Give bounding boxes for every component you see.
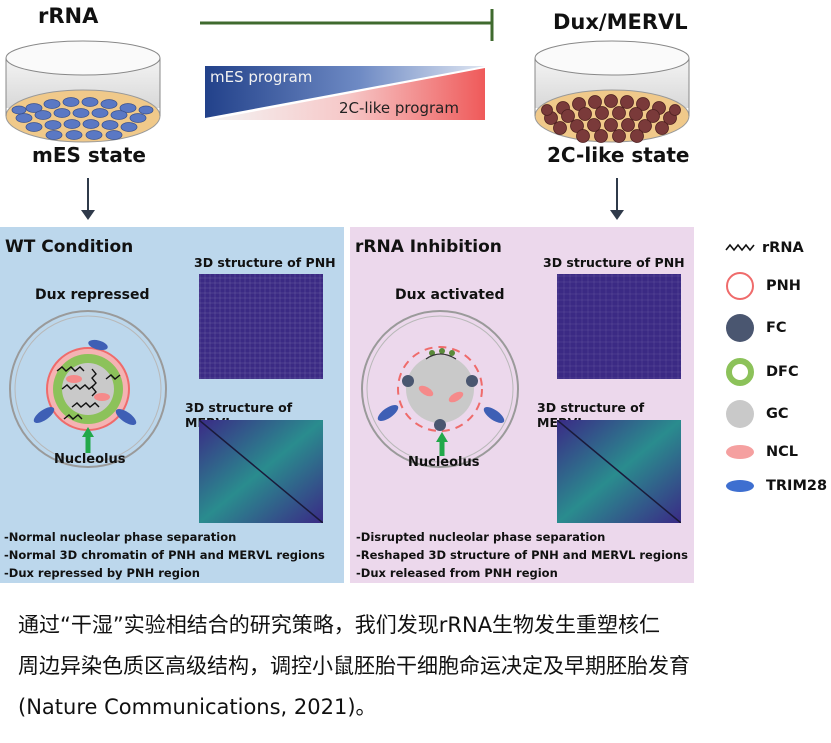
inh-nucleus-diagram (361, 310, 519, 468)
legend-rrna-label: rRNA (762, 240, 804, 256)
wt-panel-title: WT Condition (5, 237, 134, 257)
inh-note-1: -Disrupted nucleolar phase separation (356, 530, 606, 544)
legend-trim28: TRIM28 (724, 471, 827, 501)
wavy-line-icon (725, 243, 755, 252)
green-ring-icon (726, 358, 754, 386)
wt-nucleolus-arrow-icon (82, 427, 94, 453)
dark-circle-icon (726, 314, 754, 342)
caption-line-2: 周边异染色质区高级结构，调控小鼠胚胎干细胞命运决定及早期胚胎发育 (18, 654, 690, 678)
red-ring-icon (726, 272, 754, 300)
program-gradient-wedge (205, 66, 485, 120)
inh-note-2: -Reshaped 3D structure of PNH and MERVL … (356, 548, 688, 562)
wt-dux-label: Dux repressed (35, 287, 150, 303)
legend-fc: FC (724, 313, 787, 343)
wt-note-1: -Normal nucleolar phase separation (4, 530, 237, 544)
wt-mervl-heatmap (199, 420, 323, 523)
inh-pnh-heatmap (557, 274, 681, 379)
legend-pnh-label: PNH (766, 278, 801, 294)
inh-note-3: -Dux released from PNH region (356, 566, 558, 580)
legend-ncl: NCL (724, 437, 798, 467)
rrna-top-label: rRNA (38, 4, 99, 28)
legend-dfc-label: DFC (766, 364, 799, 380)
legend-gc-label: GC (766, 406, 789, 422)
legend-gc: GC (724, 399, 789, 429)
legend-pnh: PNH (724, 271, 801, 301)
inh-dux-label: Dux activated (395, 287, 505, 303)
legend-ncl-label: NCL (766, 444, 799, 460)
wt-pnh-heatmap (199, 274, 323, 379)
inh-panel-title: rRNA Inhibition (355, 237, 502, 257)
wt-notes: -Normal nucleolar phase separation -Norm… (4, 528, 325, 582)
twoc-program-label: 2C-like program (339, 99, 459, 117)
blue-ellipse-icon (726, 480, 754, 492)
inh-pnh-structure-title: 3D structure of PNH (543, 255, 685, 270)
legend-fc-label: FC (766, 320, 787, 336)
twoc-dish-icon (534, 40, 690, 143)
inh-mervl-heatmap (557, 420, 681, 523)
wt-note-2: -Normal 3D chromatin of PNH and MERVL re… (4, 548, 325, 562)
mes-dish-icon (5, 40, 161, 143)
legend-rrna: rRNA (724, 233, 804, 263)
inh-nucleolus-label: Nucleolus (408, 455, 480, 470)
wt-note-3: -Dux repressed by PNH region (4, 566, 200, 580)
twoc-state-label: 2C-like state (547, 143, 690, 167)
mes-program-label: mES program (210, 68, 313, 86)
down-arrow-right-icon (610, 178, 624, 220)
gray-circle-icon (726, 400, 754, 428)
caption-block: 通过“干湿”实验相结合的研究策略，我们发现rRNA生物发生重塑核仁 周边异染色质… (18, 605, 818, 728)
wt-condition-panel: WT Condition Dux repressed Nucleolus 3D … (0, 227, 344, 583)
pink-ellipse-icon (726, 445, 754, 459)
legend-trim28-label: TRIM28 (766, 478, 828, 494)
mes-state-label: mES state (32, 143, 146, 167)
legend-dfc: DFC (724, 357, 799, 387)
inhibition-arrow-icon (200, 9, 494, 41)
wt-nucleolus-label: Nucleolus (54, 452, 126, 467)
caption-line-1: 通过“干湿”实验相结合的研究策略，我们发现rRNA生物发生重塑核仁 (18, 613, 661, 637)
inh-notes: -Disrupted nucleolar phase separation -R… (356, 528, 688, 582)
caption-line-3: (Nature Communications, 2021)。 (18, 695, 377, 719)
dux-mervl-top-label: Dux/MERVL (553, 10, 688, 34)
rrna-inhibition-panel: rRNA Inhibition Dux activated Nucleolus … (350, 227, 694, 583)
inh-nucleolus-arrow-icon (436, 432, 448, 456)
down-arrow-left-icon (81, 178, 95, 220)
wt-nucleus-diagram (9, 310, 167, 468)
wt-pnh-structure-title: 3D structure of PNH (194, 255, 336, 270)
